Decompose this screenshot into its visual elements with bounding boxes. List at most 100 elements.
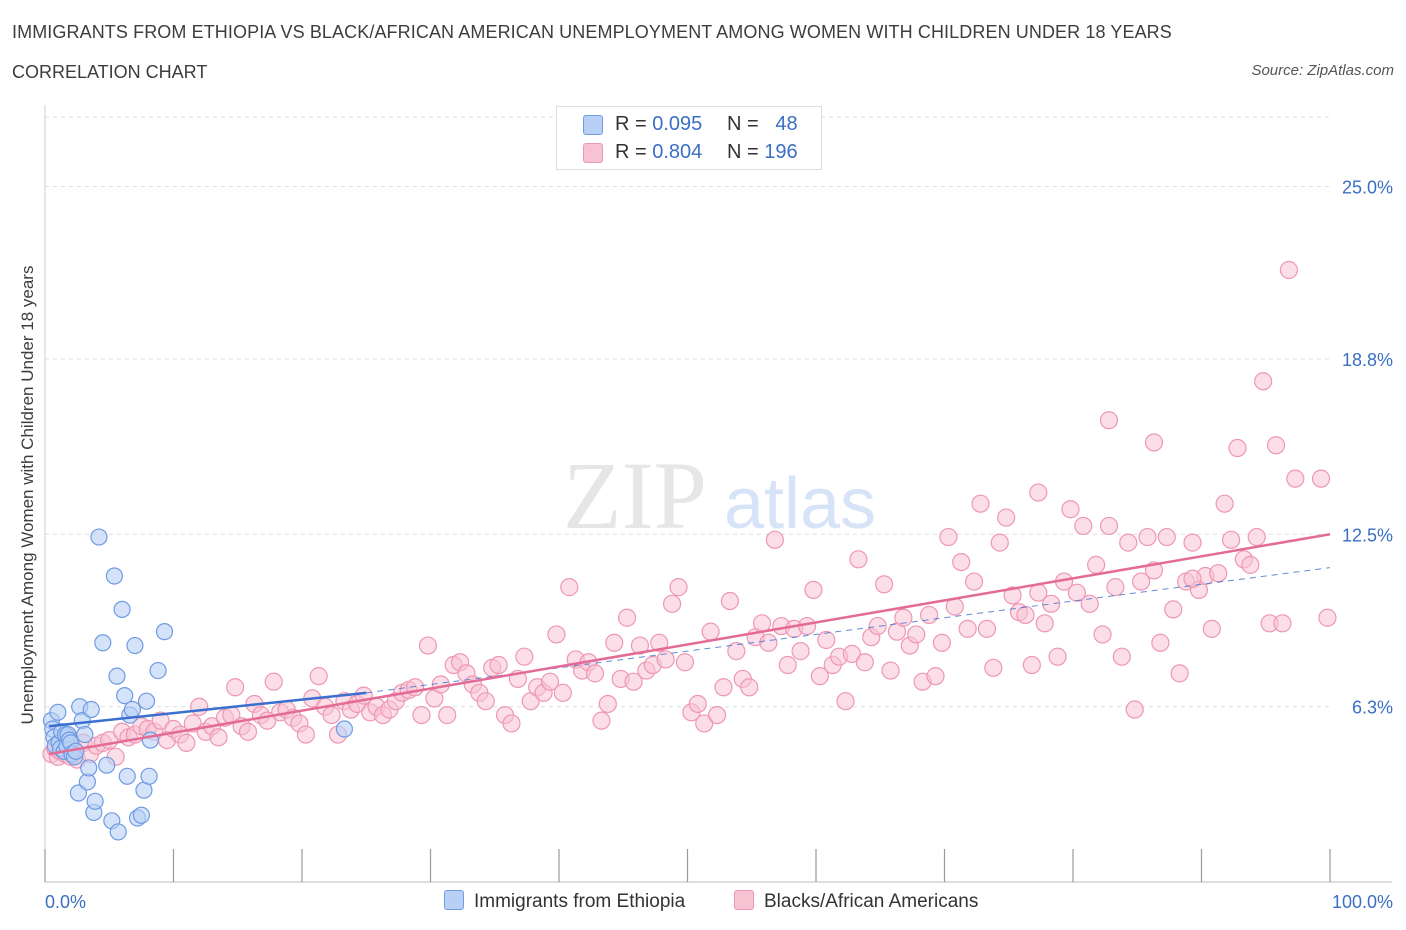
data-point-black <box>489 655 508 675</box>
data-point-black <box>964 572 984 591</box>
data-point-ethiopia <box>86 792 104 810</box>
chart-title: IMMIGRANTS FROM ETHIOPIA VS BLACK/AFRICA… <box>12 22 1172 42</box>
data-point-black <box>875 575 894 594</box>
axes <box>44 105 1392 883</box>
legend-swatch-black <box>583 143 603 163</box>
data-point-black <box>1112 647 1131 666</box>
data-point-black <box>1241 555 1260 574</box>
legend-swatch-ethiopia <box>583 115 603 135</box>
data-point-black <box>1099 516 1119 536</box>
data-point-black <box>926 667 945 686</box>
data-point-black <box>1254 372 1273 391</box>
data-point-black <box>1003 586 1022 605</box>
data-point-black <box>177 733 196 753</box>
data-point-black <box>322 705 341 725</box>
data-point-black <box>1164 600 1183 619</box>
data-point-black <box>412 705 431 725</box>
data-point-black <box>592 711 611 730</box>
data-point-black <box>431 675 450 694</box>
legend-item-black: Blacks/African Americans <box>734 890 978 913</box>
data-point-black <box>1042 594 1061 613</box>
data-point-ethiopia <box>123 700 141 719</box>
data-point-ethiopia <box>155 623 174 641</box>
source-label: Source: ZipAtlas.com <box>1251 62 1394 79</box>
data-point-ethiopia <box>94 634 112 652</box>
data-point-black <box>585 664 605 683</box>
data-point-black <box>309 667 328 686</box>
data-point-black <box>1183 533 1202 552</box>
data-point-black <box>958 619 977 638</box>
trend-line-black <box>48 533 1331 756</box>
data-point-black <box>656 650 675 669</box>
data-point-black <box>1228 438 1247 458</box>
data-point-black <box>849 550 868 569</box>
legend-r-black: R = 0.804 <box>615 141 703 163</box>
data-point-black <box>1061 500 1080 519</box>
data-point-black <box>971 494 990 513</box>
data-point-black <box>984 658 1003 677</box>
trend-line-ethiopia <box>48 691 367 728</box>
y-tick-label: 12.5% <box>1342 525 1393 545</box>
data-point-black <box>151 711 170 730</box>
data-point-ethiopia <box>69 784 88 802</box>
data-point-black <box>669 578 688 597</box>
y-tick-label: 6.3% <box>1352 698 1393 718</box>
data-point-black <box>919 605 939 625</box>
trend-lines <box>48 533 1331 756</box>
data-point-black <box>515 647 534 666</box>
data-point-black <box>1170 664 1189 683</box>
data-point-black <box>894 608 913 627</box>
data-point-black <box>1087 555 1106 574</box>
data-point-black <box>560 578 579 597</box>
data-point-black <box>1202 619 1221 638</box>
data-point-black <box>990 533 1009 552</box>
data-point-ethiopia <box>116 687 134 705</box>
series-ethiopia-points <box>42 528 354 841</box>
data-point-black <box>817 630 836 650</box>
data-point-black <box>765 530 784 549</box>
data-point-black <box>1151 633 1170 652</box>
data-point-black <box>476 692 495 711</box>
legend-r-ethiopia: R = 0.095 <box>615 113 703 135</box>
legend-swatch-ethiopia-bottom <box>444 890 464 910</box>
data-point-ethiopia <box>126 636 144 655</box>
data-point-black <box>540 672 560 691</box>
data-point-black <box>264 672 283 691</box>
data-point-black <box>1080 594 1099 613</box>
data-point-black <box>695 714 714 733</box>
legend-n-ethiopia: N = 48 <box>727 113 798 135</box>
data-point-black <box>907 625 926 644</box>
data-point-black <box>688 694 707 714</box>
data-point-black <box>662 594 682 613</box>
data-point-black <box>547 625 566 644</box>
data-point-black <box>727 642 746 661</box>
data-point-black <box>1286 469 1305 488</box>
data-point-ethiopia <box>105 567 123 585</box>
data-point-black <box>598 694 617 714</box>
grid-lines <box>45 116 1330 708</box>
data-point-black <box>855 653 874 672</box>
trend-line-ethiopia-extended <box>366 567 1331 694</box>
data-point-ethiopia <box>113 600 131 618</box>
data-point-black <box>553 683 572 702</box>
data-point-black <box>1067 583 1086 602</box>
x-tick-label: 0.0% <box>45 892 86 912</box>
legend-n-black: N = 196 <box>727 141 798 163</box>
data-point-black <box>1221 530 1241 549</box>
series-legend: Immigrants from Ethiopia Blacks/African … <box>0 890 1406 916</box>
y-tick-labels: 6.3% 12.5% 18.8% 25.0% <box>1342 178 1393 718</box>
data-point-black <box>190 697 209 716</box>
data-point-black <box>1099 411 1119 430</box>
data-point-black <box>707 705 727 725</box>
data-point-black <box>997 508 1016 527</box>
data-point-black <box>1016 605 1035 625</box>
data-point-black <box>675 653 695 672</box>
legend-swatch-black-bottom <box>734 890 754 910</box>
data-point-black <box>1119 533 1138 552</box>
data-point-black <box>296 725 315 744</box>
data-point-ethiopia <box>118 767 136 785</box>
data-point-black <box>1144 433 1164 452</box>
data-point-black <box>714 678 733 697</box>
data-point-black <box>1022 655 1041 675</box>
